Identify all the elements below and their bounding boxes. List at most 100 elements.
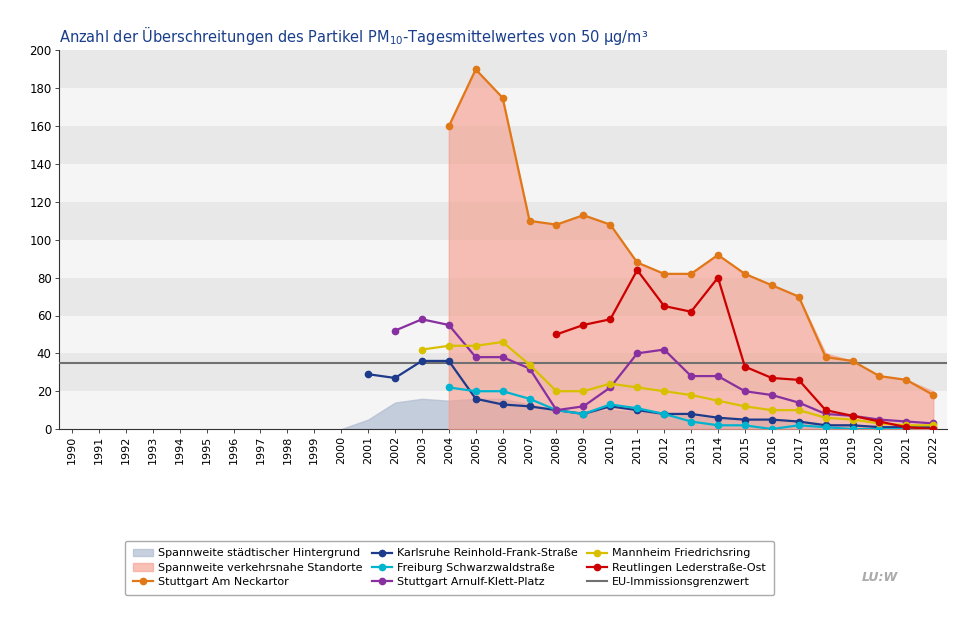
Stuttgart Arnulf-Klett-Platz (469, 353, 481, 361)
Mannheim Friedrichsring (766, 406, 778, 414)
Legend: Spannweite städtischer Hintergrund, Spannweite verkehrsnahe Standorte, Stuttgart: Spannweite städtischer Hintergrund, Span… (125, 541, 774, 595)
Freiburg Schwarzwaldstraße (524, 395, 536, 403)
Line: Freiburg Schwarzwaldstraße: Freiburg Schwarzwaldstraße (446, 384, 936, 432)
Mannheim Friedrichsring (901, 422, 913, 429)
Freiburg Schwarzwaldstraße (739, 422, 751, 429)
Line: Stuttgart Am Neckartor: Stuttgart Am Neckartor (446, 66, 936, 398)
Freiburg Schwarzwaldstraße (766, 425, 778, 433)
Mannheim Friedrichsring (524, 361, 536, 369)
Reutlingen Lederstraße-Ost (712, 274, 724, 281)
Mannheim Friedrichsring (469, 342, 481, 350)
Mannheim Friedrichsring (820, 414, 832, 422)
Bar (59, 50, 947, 88)
Karlsruhe Reinhold-Frank-Straße (604, 403, 616, 410)
Bar (59, 202, 947, 240)
Mannheim Friedrichsring (874, 420, 885, 427)
Karlsruhe Reinhold-Frank-Straße (362, 370, 374, 378)
Reutlingen Lederstraße-Ost (766, 374, 778, 382)
Mannheim Friedrichsring (658, 387, 670, 395)
Bar (59, 316, 947, 353)
Stuttgart Am Neckartor (497, 94, 508, 102)
Mannheim Friedrichsring (604, 380, 616, 387)
Mannheim Friedrichsring (550, 387, 562, 395)
Karlsruhe Reinhold-Frank-Straße (712, 414, 724, 422)
Stuttgart Am Neckartor (443, 122, 455, 130)
Stuttgart Am Neckartor (685, 270, 697, 278)
Karlsruhe Reinhold-Frank-Straße (550, 406, 562, 414)
Mannheim Friedrichsring (927, 422, 939, 429)
Reutlingen Lederstraße-Ost (820, 406, 832, 414)
Stuttgart Am Neckartor (469, 66, 481, 73)
Mannheim Friedrichsring (793, 406, 804, 414)
Karlsruhe Reinhold-Frank-Straße (874, 423, 885, 431)
Stuttgart Arnulf-Klett-Platz (524, 365, 536, 372)
Reutlingen Lederstraße-Ost (604, 316, 616, 323)
Stuttgart Arnulf-Klett-Platz (793, 399, 804, 406)
Freiburg Schwarzwaldstraße (469, 387, 481, 395)
Mannheim Friedrichsring (443, 342, 455, 350)
Mannheim Friedrichsring (739, 403, 751, 410)
Stuttgart Am Neckartor (578, 211, 590, 219)
Bar (59, 353, 947, 391)
Karlsruhe Reinhold-Frank-Straße (631, 406, 643, 414)
Karlsruhe Reinhold-Frank-Straße (766, 416, 778, 423)
Bar (59, 164, 947, 202)
Stuttgart Am Neckartor (550, 221, 562, 228)
Reutlingen Lederstraße-Ost (631, 266, 643, 274)
Stuttgart Arnulf-Klett-Platz (846, 412, 858, 420)
Stuttgart Arnulf-Klett-Platz (578, 403, 590, 410)
Karlsruhe Reinhold-Frank-Straße (497, 401, 508, 408)
Stuttgart Arnulf-Klett-Platz (927, 420, 939, 427)
Freiburg Schwarzwaldstraße (874, 425, 885, 433)
Mannheim Friedrichsring (497, 338, 508, 346)
Stuttgart Am Neckartor (524, 217, 536, 225)
Freiburg Schwarzwaldstraße (658, 410, 670, 418)
Karlsruhe Reinhold-Frank-Straße (739, 416, 751, 423)
Stuttgart Am Neckartor (658, 270, 670, 278)
Stuttgart Arnulf-Klett-Platz (766, 391, 778, 399)
Stuttgart Am Neckartor (901, 376, 913, 384)
Freiburg Schwarzwaldstraße (604, 401, 616, 408)
Stuttgart Arnulf-Klett-Platz (874, 416, 885, 423)
Karlsruhe Reinhold-Frank-Straße (658, 410, 670, 418)
Reutlingen Lederstraße-Ost (739, 363, 751, 370)
Freiburg Schwarzwaldstraße (793, 422, 804, 429)
Stuttgart Am Neckartor (712, 251, 724, 259)
Line: Mannheim Friedrichsring: Mannheim Friedrichsring (419, 339, 936, 428)
Stuttgart Am Neckartor (820, 353, 832, 361)
Reutlingen Lederstraße-Ost (874, 418, 885, 425)
Mannheim Friedrichsring (685, 391, 697, 399)
Line: Reutlingen Lederstraße-Ost: Reutlingen Lederstraße-Ost (553, 267, 936, 432)
Freiburg Schwarzwaldstraße (927, 425, 939, 433)
Freiburg Schwarzwaldstraße (550, 406, 562, 414)
Stuttgart Arnulf-Klett-Platz (631, 350, 643, 357)
Freiburg Schwarzwaldstraße (578, 410, 590, 418)
Stuttgart Am Neckartor (846, 357, 858, 365)
Freiburg Schwarzwaldstraße (846, 425, 858, 433)
Stuttgart Arnulf-Klett-Platz (604, 384, 616, 391)
Karlsruhe Reinhold-Frank-Straße (524, 403, 536, 410)
Freiburg Schwarzwaldstraße (685, 418, 697, 425)
Text: Anzahl der Überschreitungen des Partikel PM$_{10}$-Tagesmittelwertes von 50 µg/m: Anzahl der Überschreitungen des Partikel… (59, 24, 648, 47)
Stuttgart Arnulf-Klett-Platz (497, 353, 508, 361)
Freiburg Schwarzwaldstraße (820, 423, 832, 431)
Stuttgart Am Neckartor (874, 372, 885, 380)
Line: Karlsruhe Reinhold-Frank-Straße: Karlsruhe Reinhold-Frank-Straße (365, 358, 936, 430)
Karlsruhe Reinhold-Frank-Straße (578, 410, 590, 418)
Karlsruhe Reinhold-Frank-Straße (416, 357, 427, 365)
Freiburg Schwarzwaldstraße (901, 425, 913, 433)
Stuttgart Am Neckartor (927, 391, 939, 399)
Stuttgart Arnulf-Klett-Platz (550, 406, 562, 414)
Reutlingen Lederstraße-Ost (685, 308, 697, 316)
Karlsruhe Reinhold-Frank-Straße (469, 395, 481, 403)
Reutlingen Lederstraße-Ost (927, 425, 939, 433)
Mannheim Friedrichsring (846, 416, 858, 423)
Karlsruhe Reinhold-Frank-Straße (820, 422, 832, 429)
Mannheim Friedrichsring (578, 387, 590, 395)
Bar (59, 240, 947, 278)
Bar (59, 391, 947, 429)
Mannheim Friedrichsring (416, 346, 427, 353)
Text: LU:W: LU:W (862, 570, 898, 584)
Stuttgart Arnulf-Klett-Platz (685, 372, 697, 380)
Karlsruhe Reinhold-Frank-Straße (389, 374, 401, 382)
